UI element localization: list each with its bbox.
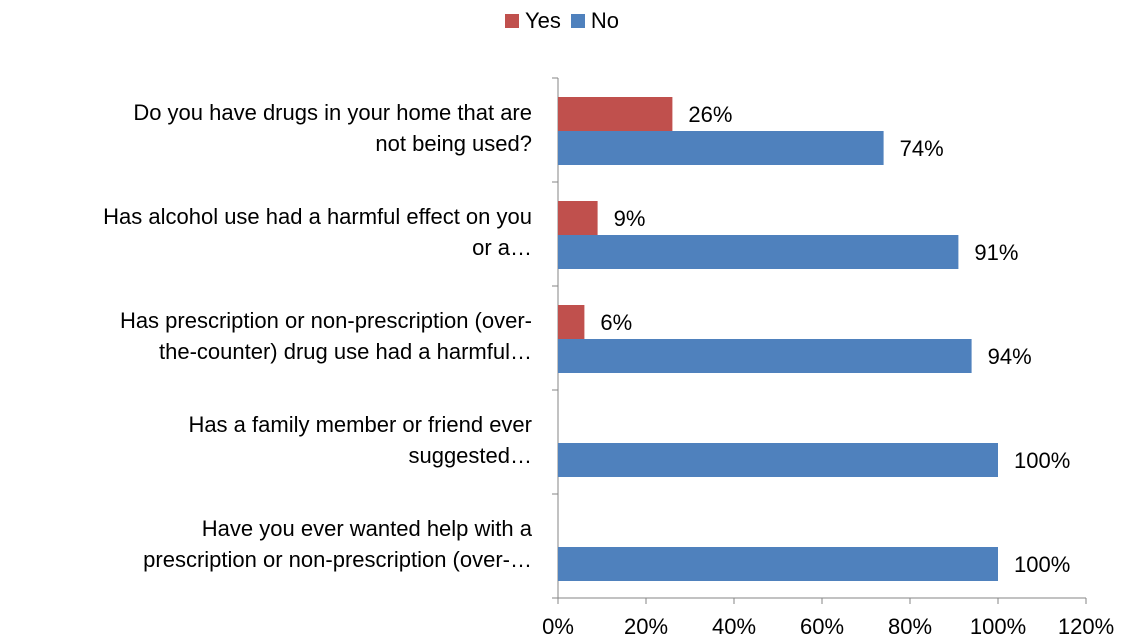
category-label-line: suggested… (408, 443, 532, 468)
bar-yes (558, 201, 598, 235)
legend-item-no: No (570, 8, 620, 34)
bar-yes (558, 97, 673, 131)
x-tick-label: 60% (800, 614, 844, 639)
legend-swatch-no (570, 14, 585, 28)
data-label-no: 74% (900, 136, 944, 161)
bar-no (558, 131, 884, 165)
category-label: Do you have drugs in your home that are n… (0, 97, 532, 159)
category-label-line: Have you ever wanted help with a (201, 516, 532, 541)
x-tick-label: 80% (888, 614, 932, 639)
category-label: Has alcohol use had a harmful effect on … (0, 201, 532, 263)
category-label-line: prescription or non-prescription (over-… (143, 547, 532, 572)
x-tick-label: 40% (712, 614, 756, 639)
data-label-yes: 9% (614, 206, 646, 231)
x-tick-label: 20% (624, 614, 668, 639)
category-label-line: Do you have drugs in your home that are (133, 100, 532, 125)
category-label-line: Has prescription or non-prescription (ov… (119, 308, 532, 333)
bar-no (558, 339, 972, 373)
category-label: Has a family member or friend ever sugges… (0, 409, 532, 471)
data-label-no: 94% (988, 344, 1032, 369)
bar-no (558, 443, 998, 477)
data-label-no: 100% (1014, 552, 1070, 577)
category-label: Have you ever wanted help with a prescrip… (0, 513, 532, 575)
legend-label-no: No (590, 8, 620, 33)
data-label-no: 91% (974, 240, 1018, 265)
x-tick-label: 100% (970, 614, 1026, 639)
x-tick-label: 120% (1058, 614, 1114, 639)
x-tick-label: 0% (542, 614, 574, 639)
data-label-yes: 6% (600, 310, 632, 335)
legend-label-yes: Yes (525, 8, 561, 33)
category-label-line: Has a family member or friend ever (188, 412, 532, 437)
legend-swatch-yes (505, 14, 519, 28)
category-label-line: or a… (472, 235, 532, 260)
category-label-line: the-counter) drug use had a harmful… (159, 339, 532, 364)
legend-item-yes: Yes (505, 8, 561, 34)
data-label-yes: 26% (688, 102, 732, 127)
bar-yes (558, 305, 585, 339)
category-label-line: not being used? (375, 131, 532, 156)
category-label: Has prescription or non-prescription (ov… (0, 305, 532, 367)
legend: Yes No (505, 8, 629, 34)
data-label-no: 100% (1014, 448, 1070, 473)
bar-no (558, 547, 998, 581)
category-label-line: Has alcohol use had a harmful effect on … (103, 204, 532, 229)
bar-no (558, 235, 959, 269)
